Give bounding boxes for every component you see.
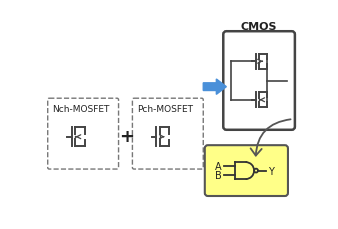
FancyBboxPatch shape: [48, 99, 119, 169]
Text: Nch-MOSFET: Nch-MOSFET: [52, 105, 110, 114]
Text: Y: Y: [268, 166, 274, 176]
Polygon shape: [203, 80, 226, 95]
Text: Pch-MOSFET: Pch-MOSFET: [137, 105, 193, 114]
Text: A: A: [215, 161, 222, 171]
Text: CMOS: CMOS: [241, 22, 277, 32]
Text: B: B: [215, 170, 222, 180]
FancyBboxPatch shape: [205, 146, 288, 196]
FancyBboxPatch shape: [132, 99, 203, 169]
Text: +: +: [119, 127, 134, 145]
Circle shape: [254, 169, 258, 173]
FancyBboxPatch shape: [223, 32, 295, 130]
FancyArrowPatch shape: [250, 120, 291, 156]
